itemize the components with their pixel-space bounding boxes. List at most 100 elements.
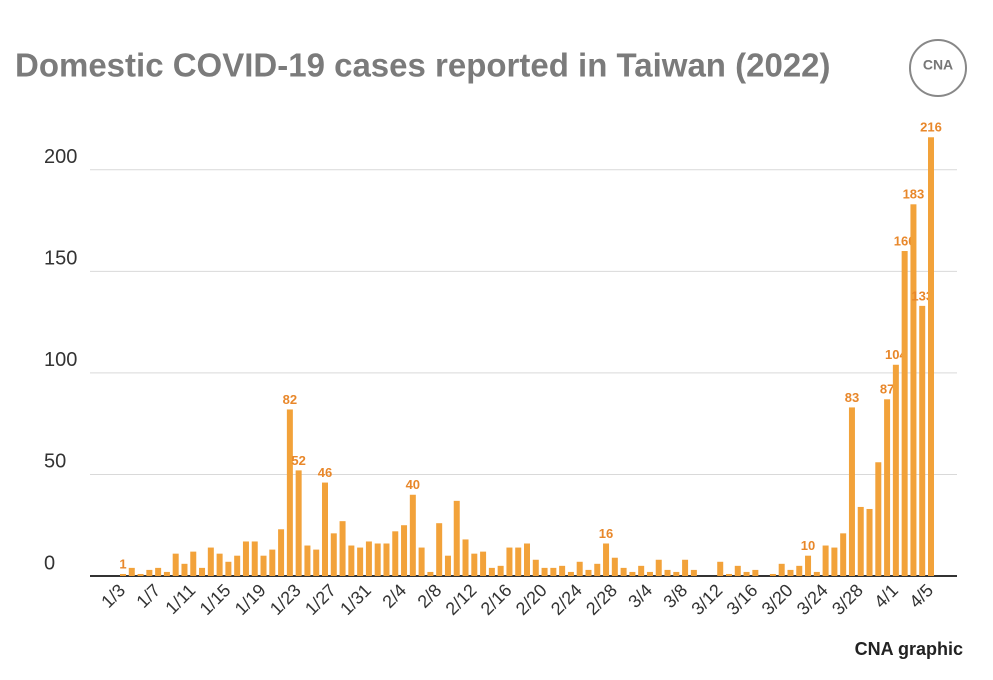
bar (304, 545, 311, 576)
bar (269, 549, 276, 576)
value-label: 160 (894, 233, 916, 248)
bar (322, 482, 328, 576)
bar (225, 561, 232, 576)
x-tick-label: 3/12 (687, 580, 726, 619)
bar (559, 565, 566, 576)
x-tick-label: 3/8 (659, 580, 691, 612)
bar (146, 569, 153, 576)
x-tick-label: 3/16 (723, 580, 762, 619)
bar (655, 559, 662, 576)
source: CNA graphic (855, 639, 963, 659)
bar (567, 571, 574, 576)
bar (875, 462, 882, 576)
x-tick-label: 1/15 (196, 580, 235, 619)
value-label: 216 (920, 120, 942, 135)
bar (848, 407, 855, 576)
bar (128, 567, 135, 576)
bar (251, 541, 258, 576)
value-label: 46 (318, 465, 332, 480)
value-label: 1 (119, 556, 126, 571)
bar (822, 545, 829, 576)
bar (831, 547, 838, 576)
bar (620, 567, 627, 576)
bar (190, 551, 197, 576)
logo-ring (909, 39, 967, 97)
x-tick-label: 2/4 (378, 580, 410, 612)
bar (734, 565, 741, 576)
bar (585, 569, 592, 576)
bar (120, 573, 126, 576)
logo: CNA (909, 39, 967, 97)
logo-text: CNA (923, 57, 953, 73)
x-tick-label: 1/11 (161, 580, 199, 618)
bar (778, 563, 785, 576)
bar (910, 204, 917, 576)
x-tick-label: 1/23 (266, 580, 305, 619)
bar (664, 569, 671, 576)
x-tick-label: 1/3 (97, 580, 129, 612)
bar (532, 559, 539, 576)
bar (611, 557, 618, 576)
x-tick-label: 3/20 (758, 580, 797, 619)
bar (488, 567, 495, 576)
bar (313, 549, 320, 576)
bar (769, 573, 776, 576)
bar (919, 305, 926, 576)
bar (646, 571, 653, 576)
y-tick-label: 100 (44, 349, 77, 371)
value-label: 133 (911, 288, 933, 303)
x-tick-label: 2/24 (547, 580, 586, 619)
bar (427, 571, 434, 576)
x-tick-label: 3/4 (624, 580, 656, 612)
bar (857, 506, 864, 576)
bar (409, 494, 416, 576)
bar (199, 567, 206, 576)
bar (155, 567, 162, 576)
bar (348, 545, 355, 576)
chart-title: Domestic COVID-19 cases reported in Taiw… (15, 47, 831, 84)
x-tick-label: 4/5 (905, 580, 937, 612)
value-label: 183 (903, 187, 925, 202)
bar (278, 529, 285, 576)
bar (787, 569, 794, 576)
bar (401, 525, 408, 576)
bar (374, 543, 381, 576)
y-tick-label: 0 (44, 552, 55, 574)
value-label: 10 (801, 538, 815, 553)
bar (480, 551, 487, 576)
bar (682, 559, 689, 576)
bar (892, 364, 899, 576)
y-tick-label: 50 (44, 451, 66, 473)
bar (383, 543, 390, 576)
bar (928, 137, 934, 576)
y-tick-label: 150 (44, 248, 77, 270)
value-label: 82 (283, 392, 297, 407)
bar (805, 555, 812, 576)
bar (550, 567, 557, 576)
bar (497, 565, 504, 576)
bar (137, 573, 144, 576)
bar (884, 399, 891, 576)
x-tick-label: 2/20 (512, 580, 551, 619)
bar (418, 547, 425, 576)
bar (726, 573, 732, 576)
x-tick-label: 2/8 (414, 580, 446, 612)
bar (357, 547, 364, 576)
x-tick-label: 1/7 (132, 580, 164, 612)
x-tick-label: 1/19 (231, 580, 270, 619)
bar (330, 533, 337, 576)
bar (365, 541, 372, 576)
value-label: 87 (880, 382, 894, 397)
x-tick-label: 2/28 (582, 580, 621, 619)
value-label: 52 (291, 453, 305, 468)
bar (752, 569, 759, 576)
bar (866, 508, 873, 576)
bar (796, 565, 803, 576)
bar (295, 470, 302, 576)
bar (840, 533, 847, 576)
bar (444, 555, 451, 576)
bar (603, 543, 610, 576)
x-tick-label: 3/28 (828, 580, 867, 619)
x-tick-label: 3/24 (793, 580, 832, 619)
